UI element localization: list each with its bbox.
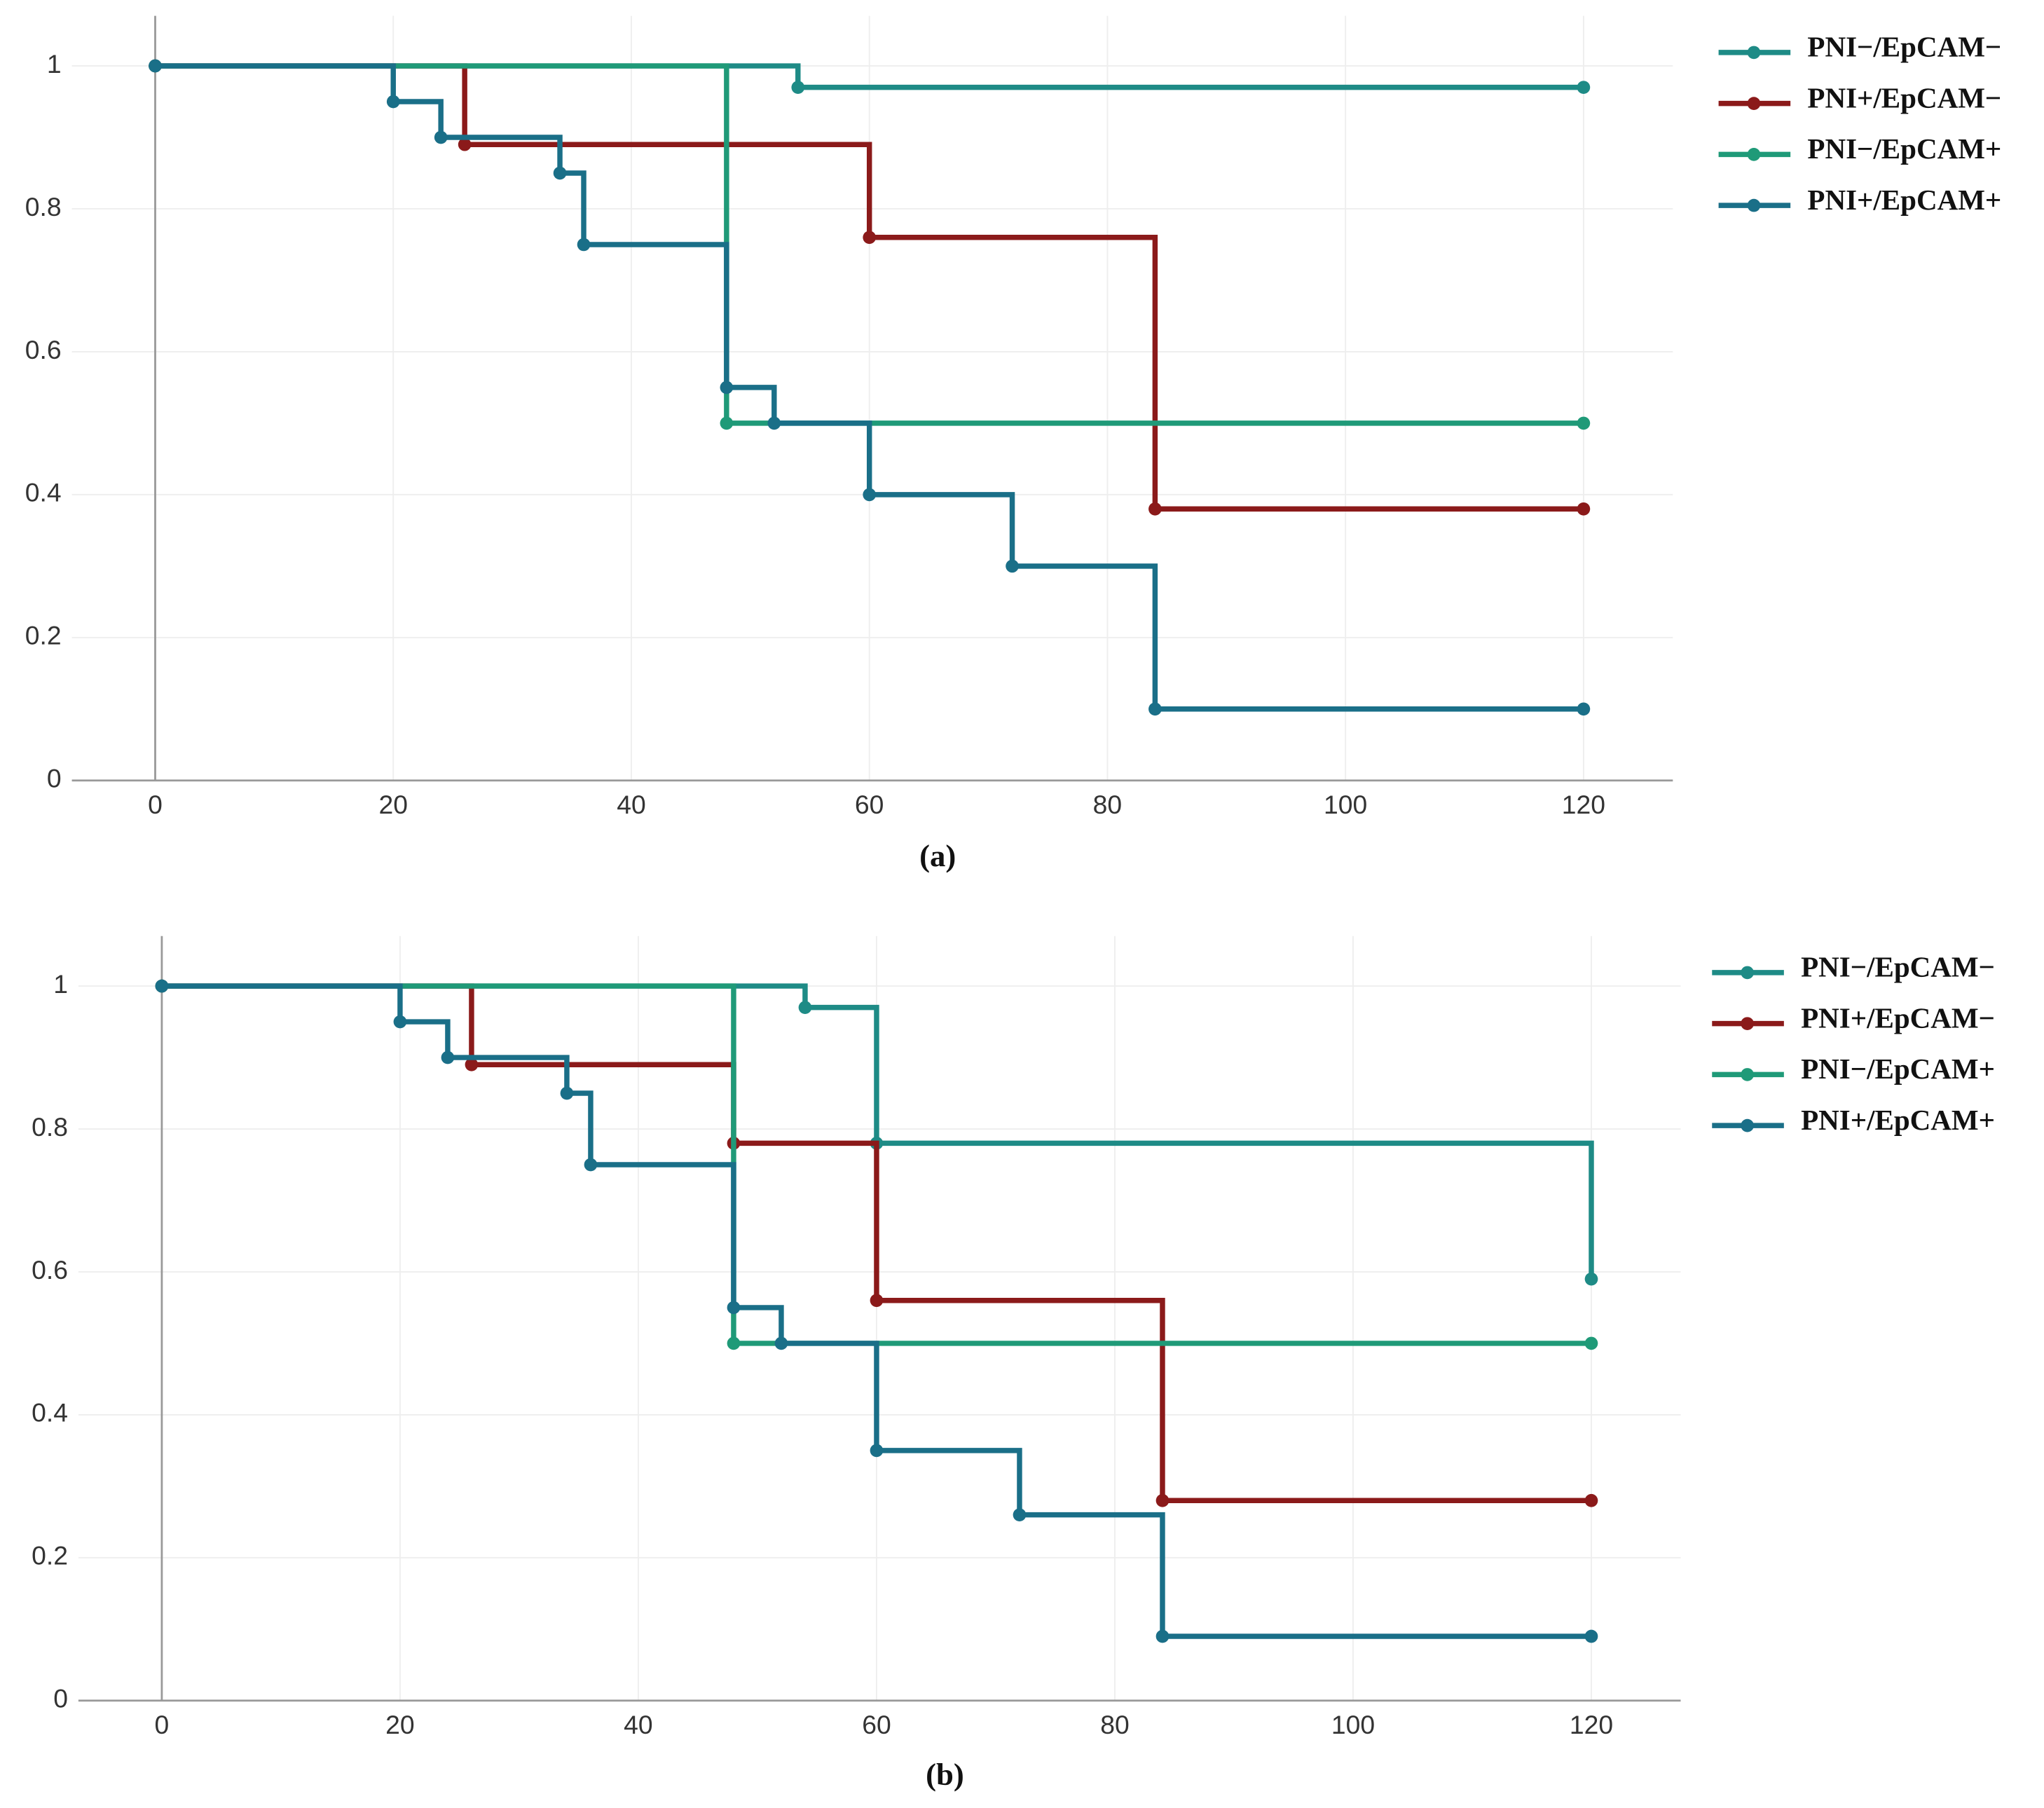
- point: [149, 59, 162, 73]
- point: [727, 1301, 741, 1315]
- point: [458, 137, 472, 151]
- legend-dot: [1747, 198, 1761, 212]
- legend-label: PNI+/EpCAM−: [1801, 1001, 1995, 1034]
- point: [584, 1158, 598, 1172]
- legend-dot: [1747, 97, 1761, 110]
- legend-dot: [1747, 46, 1761, 60]
- y-tick-label: 0.2: [32, 1541, 68, 1570]
- x-tick-label: 100: [1324, 790, 1367, 819]
- point: [1584, 1493, 1598, 1507]
- y-tick-label: 0: [53, 1684, 68, 1713]
- legend-dot: [1741, 966, 1754, 980]
- point: [1577, 502, 1591, 516]
- survival-line: [155, 63, 1584, 712]
- x-tick-label: 0: [148, 790, 163, 819]
- x-tick-label: 80: [1093, 790, 1122, 819]
- point: [560, 1086, 574, 1100]
- point: [863, 231, 877, 245]
- point: [1584, 1336, 1598, 1350]
- legend-dot: [1741, 1017, 1754, 1030]
- x-tick-label: 100: [1331, 1710, 1375, 1739]
- point: [1577, 702, 1591, 716]
- legend-label: PNI+/EpCAM−: [1807, 81, 2001, 114]
- point: [774, 1336, 788, 1350]
- x-tick-label: 120: [1562, 790, 1605, 819]
- point: [386, 95, 400, 109]
- legend-label: PNI−/EpCAM+: [1807, 132, 2001, 165]
- legend-label: PNI+/EpCAM+: [1801, 1104, 1995, 1136]
- point: [1013, 1508, 1027, 1521]
- x-tick-label: 60: [862, 1710, 891, 1739]
- x-tick-label: 80: [1100, 1710, 1129, 1739]
- point: [465, 1057, 479, 1071]
- x-tick-label: 40: [624, 1710, 653, 1739]
- y-tick-label: 0.6: [32, 1255, 68, 1285]
- legend-label: PNI−/EpCAM−: [1807, 31, 2001, 63]
- legend-label: PNI−/EpCAM+: [1801, 1053, 1995, 1085]
- point: [791, 81, 805, 94]
- point: [553, 166, 567, 180]
- point: [155, 979, 169, 993]
- point: [1155, 1629, 1170, 1643]
- x-tick-label: 20: [385, 1710, 415, 1739]
- point: [870, 1294, 884, 1308]
- point: [1148, 502, 1162, 516]
- point: [1577, 81, 1591, 94]
- y-tick-label: 0: [47, 764, 62, 793]
- y-tick-label: 1: [53, 969, 68, 999]
- survival-line: [161, 983, 1592, 1503]
- legend-dot: [1741, 1118, 1754, 1132]
- legend-label: PNI+/EpCAM+: [1807, 184, 2001, 216]
- y-tick-label: 0.2: [25, 621, 62, 650]
- point: [1148, 702, 1162, 716]
- survival-line: [155, 63, 1584, 512]
- y-tick-label: 1: [47, 49, 62, 78]
- point: [434, 130, 448, 144]
- point: [1584, 1272, 1598, 1286]
- point: [798, 1001, 812, 1014]
- point: [577, 238, 591, 252]
- x-tick-label: 60: [855, 790, 884, 819]
- point: [870, 1444, 884, 1458]
- y-tick-label: 0.8: [25, 192, 62, 221]
- point: [1584, 1629, 1598, 1643]
- x-tick-label: 20: [378, 790, 408, 819]
- point: [1155, 1493, 1170, 1507]
- legend-label: PNI−/EpCAM−: [1801, 951, 1995, 983]
- x-tick-label: 40: [617, 790, 646, 819]
- y-tick-label: 0.6: [25, 335, 62, 364]
- y-tick-label: 0.4: [25, 478, 62, 507]
- point: [863, 488, 877, 502]
- point: [441, 1050, 455, 1064]
- caption: (a): [919, 838, 956, 873]
- point: [727, 1336, 741, 1350]
- point: [393, 1015, 407, 1029]
- y-tick-label: 0.4: [32, 1398, 68, 1427]
- survival-line: [161, 983, 1594, 1280]
- y-tick-label: 0.8: [32, 1112, 68, 1142]
- point: [1006, 559, 1019, 573]
- caption: (b): [926, 1757, 964, 1792]
- legend-dot: [1747, 148, 1761, 161]
- point: [767, 416, 781, 430]
- legend-dot: [1741, 1068, 1754, 1081]
- x-tick-label: 0: [155, 1710, 170, 1739]
- point: [720, 416, 734, 430]
- point: [1577, 416, 1591, 430]
- point: [720, 381, 734, 395]
- x-tick-label: 120: [1570, 1710, 1613, 1739]
- survival-line: [161, 983, 1592, 1639]
